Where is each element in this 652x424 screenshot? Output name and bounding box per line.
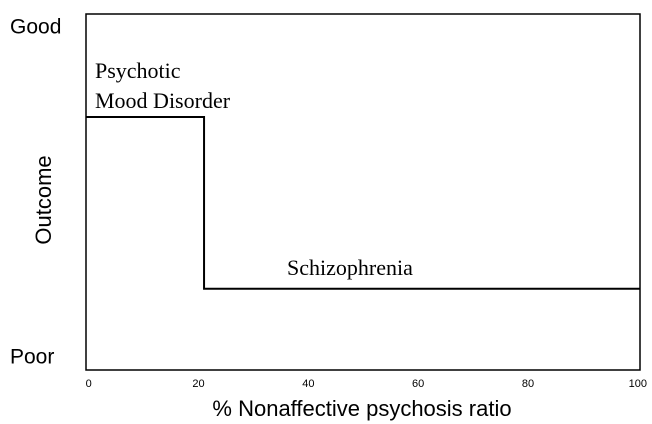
y-axis-label: Outcome [31, 155, 56, 244]
data-line [86, 116, 640, 290]
x-tick-label: 20 [192, 378, 204, 390]
annotation: Mood Disorder [95, 88, 231, 113]
y-tick-label: Good [10, 15, 61, 38]
annotation: Schizophrenia [287, 255, 413, 280]
x-tick-label: 40 [302, 378, 314, 390]
x-tick-label: 0 [86, 378, 92, 390]
annotation: Psychotic [95, 58, 181, 83]
x-axis-label: % Nonaffective psychosis ratio [212, 396, 511, 421]
x-tick-label: 60 [412, 378, 424, 390]
x-tick-label: 80 [522, 378, 534, 390]
plot-frame [85, 13, 641, 371]
y-tick-label: Poor [10, 346, 54, 369]
x-tick-label: 100 [629, 378, 647, 390]
